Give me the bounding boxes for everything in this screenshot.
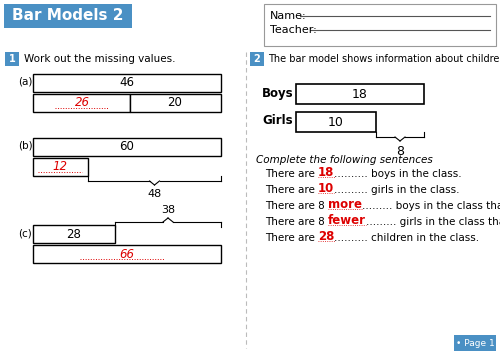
- Text: (b): (b): [18, 141, 32, 151]
- Text: Bar Models 2: Bar Models 2: [12, 8, 124, 23]
- Text: Work out the missing values.: Work out the missing values.: [24, 54, 176, 64]
- Bar: [33, 138, 221, 156]
- Text: ......... girls in the class than boys.: ......... girls in the class than boys.: [366, 217, 500, 227]
- Bar: [5, 52, 19, 66]
- Text: (c): (c): [18, 228, 32, 238]
- Text: 38: 38: [161, 205, 175, 215]
- Text: 8: 8: [396, 145, 404, 158]
- Bar: [4, 4, 132, 28]
- Text: ......... boys in the class than girls.: ......... boys in the class than girls.: [362, 201, 500, 211]
- Text: .......... boys in the class.: .......... boys in the class.: [334, 169, 462, 179]
- Text: 26: 26: [74, 97, 90, 109]
- Bar: [296, 112, 376, 132]
- Text: • Page 1: • Page 1: [456, 338, 494, 348]
- Bar: [33, 245, 221, 263]
- Text: fewer: fewer: [328, 213, 366, 227]
- Text: There are: There are: [265, 233, 318, 243]
- Text: There are: There are: [265, 169, 318, 179]
- Text: 18: 18: [318, 166, 334, 178]
- Text: There are 8: There are 8: [265, 217, 328, 227]
- Bar: [33, 94, 130, 112]
- Text: 10: 10: [328, 115, 344, 129]
- Text: .......... girls in the class.: .......... girls in the class.: [334, 185, 460, 195]
- Text: more: more: [328, 198, 362, 211]
- Bar: [33, 74, 221, 92]
- Text: Complete the following sentences: Complete the following sentences: [256, 155, 433, 165]
- Text: 12: 12: [52, 160, 68, 173]
- Text: 28: 28: [318, 229, 334, 242]
- Text: 18: 18: [352, 87, 368, 101]
- Text: 66: 66: [120, 247, 134, 261]
- Text: 28: 28: [66, 228, 82, 240]
- Text: Girls: Girls: [262, 114, 292, 127]
- Text: 60: 60: [120, 141, 134, 154]
- Text: 10: 10: [318, 182, 334, 194]
- Text: .......... children in the class.: .......... children in the class.: [334, 233, 480, 243]
- Bar: [130, 94, 221, 112]
- Text: There are 8: There are 8: [265, 201, 328, 211]
- Bar: [264, 4, 496, 46]
- Bar: [454, 335, 496, 351]
- Text: (a): (a): [18, 77, 32, 87]
- Text: Teacher:: Teacher:: [270, 25, 317, 35]
- Text: 2: 2: [254, 54, 260, 64]
- Text: The bar model shows information about children in a class.: The bar model shows information about ch…: [268, 54, 500, 64]
- Text: 48: 48: [148, 189, 162, 199]
- Text: Name:: Name:: [270, 11, 306, 21]
- Bar: [33, 158, 88, 176]
- Text: 46: 46: [120, 76, 134, 90]
- Bar: [250, 52, 264, 66]
- Bar: [296, 84, 424, 104]
- Text: There are: There are: [265, 185, 318, 195]
- Text: 20: 20: [168, 97, 182, 109]
- Bar: [33, 225, 115, 243]
- Text: Boys: Boys: [262, 86, 294, 99]
- Text: 1: 1: [8, 54, 16, 64]
